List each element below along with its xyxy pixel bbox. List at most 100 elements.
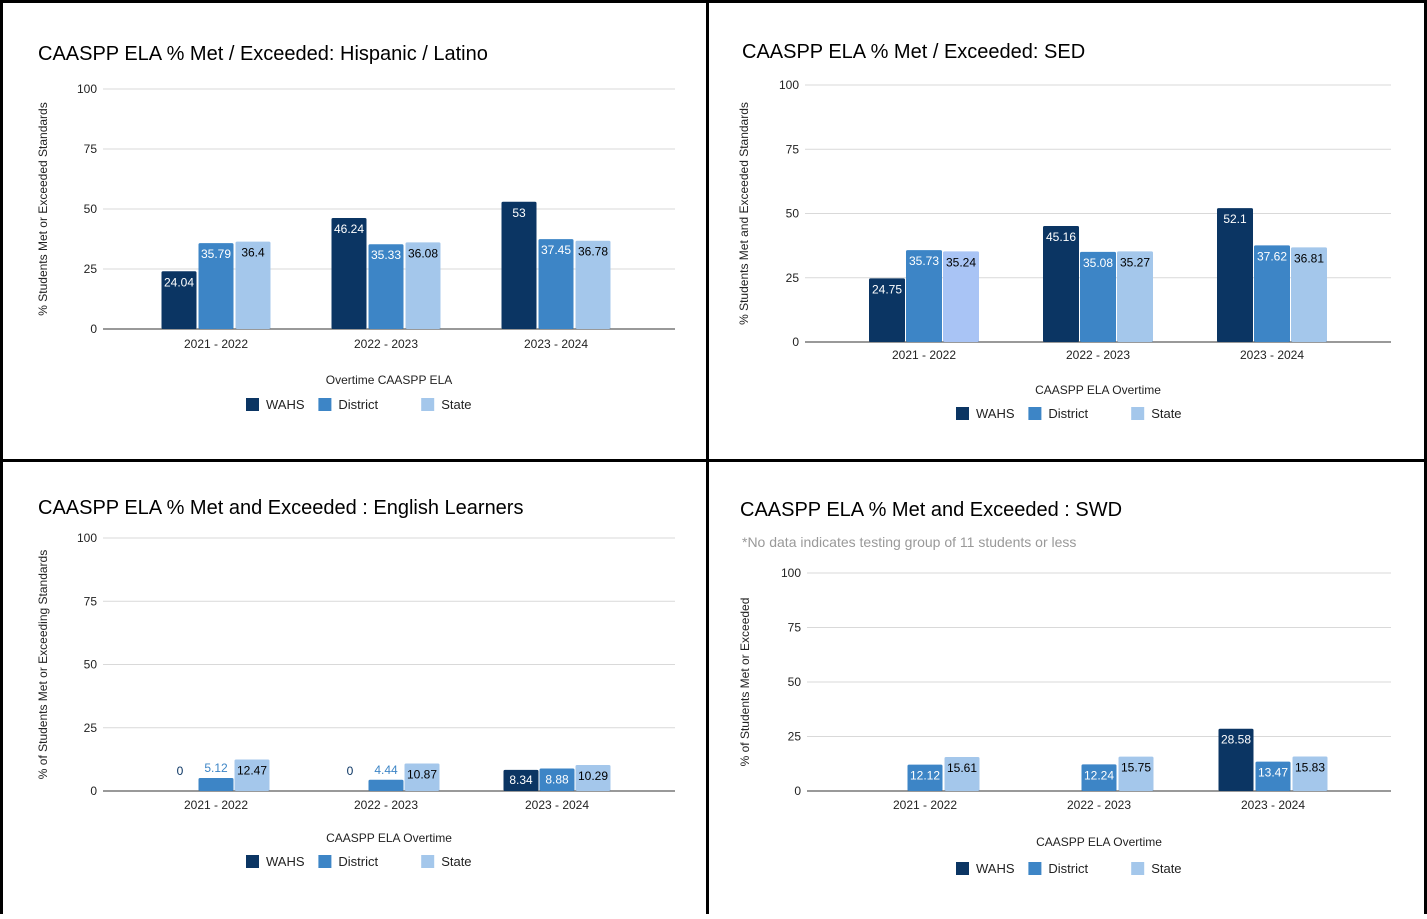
data-label: 36.81 [1294, 251, 1324, 265]
bar-district [198, 778, 234, 791]
legend-label-wahs: WAHS [266, 397, 305, 412]
y-tick-label: 0 [794, 784, 801, 798]
y-tick-label: 25 [84, 721, 98, 735]
border-horizontal-divider [0, 459, 1427, 462]
legend-label-district: District [1048, 861, 1088, 876]
y-tick-label: 25 [788, 730, 802, 744]
bar-state [1292, 756, 1328, 791]
bar-state [405, 242, 441, 329]
legend-label-wahs: WAHS [266, 854, 305, 869]
data-label: 8.88 [545, 773, 569, 787]
y-tick-label: 0 [90, 322, 97, 336]
legend-label-state: State [1151, 406, 1181, 421]
legend-label-district: District [1048, 406, 1088, 421]
legend-swatch-district [318, 398, 332, 411]
data-label: 37.62 [1257, 249, 1287, 263]
chart-svg-hispanic-latino: CAASPP ELA % Met / Exceeded: Hispanic / … [36, 43, 675, 412]
bar-district [906, 250, 942, 342]
bar-state [1118, 756, 1154, 791]
y-tick-label: 100 [781, 566, 801, 580]
legend-swatch-wahs [956, 407, 969, 420]
data-label: 8.34 [509, 773, 533, 787]
bar-district [368, 779, 404, 791]
bar-state [575, 240, 611, 329]
x-tick-label: 2021 - 2022 [893, 798, 957, 812]
legend-swatch-district [1028, 862, 1042, 875]
y-tick-label: 0 [792, 335, 799, 349]
chart-title: CAASPP ELA % Met and Exceeded : English … [38, 497, 523, 519]
y-tick-label: 50 [786, 207, 800, 221]
chart-title: CAASPP ELA % Met / Exceeded: Hispanic / … [38, 43, 488, 65]
bar-state [575, 764, 611, 791]
x-tick-label: 2023 - 2024 [1240, 348, 1304, 362]
bar-state [1117, 251, 1153, 342]
bar-wahs [1217, 208, 1253, 342]
y-tick-label: 25 [786, 271, 800, 285]
border-vertical-divider [706, 0, 709, 914]
x-axis-label: CAASPP ELA Overtime [1035, 383, 1161, 397]
chart-svg-sed: CAASPP ELA % Met / Exceeded: SED 0 25 50 75 1… [737, 41, 1391, 421]
data-label: 5.12 [204, 761, 228, 775]
legend-swatch-state [1131, 862, 1145, 875]
bar-state [1291, 247, 1327, 342]
data-label: 45.16 [1046, 230, 1076, 244]
y-tick-label: 50 [788, 675, 802, 689]
y-tick-label: 75 [786, 142, 800, 156]
legend-label-district: District [338, 397, 378, 412]
y-axis-label: % of Students Met or Exceeding Standards [36, 550, 50, 779]
border-right [1424, 0, 1427, 914]
data-label: 0 [347, 764, 354, 778]
border-top [0, 0, 1427, 3]
data-label: 12.47 [237, 763, 267, 777]
y-tick-label: 25 [84, 262, 98, 276]
bar-state [234, 759, 270, 791]
bar-wahs [503, 769, 539, 791]
border-left [0, 0, 3, 914]
data-label: 36.78 [578, 245, 608, 259]
y-tick-label: 100 [77, 531, 97, 545]
bar-wahs [1043, 225, 1079, 342]
bar-district [1081, 764, 1117, 791]
y-tick-label: 75 [84, 594, 98, 608]
y-tick-label: 0 [90, 784, 97, 798]
x-tick-label: 2021 - 2022 [184, 337, 248, 351]
y-axis-label: % of Students Met or Exceeded [738, 598, 752, 767]
bar-district [1080, 251, 1116, 342]
legend-swatch-state [421, 855, 435, 868]
x-tick-label: 2022 - 2023 [354, 337, 418, 351]
y-tick-label: 75 [84, 142, 98, 156]
data-label: 13.47 [1258, 766, 1288, 780]
y-tick-label: 100 [779, 78, 799, 92]
data-label: 24.75 [872, 282, 902, 296]
bar-district [907, 764, 943, 791]
bar-wahs [501, 201, 537, 329]
bar-state [235, 241, 271, 329]
legend-swatch-district [318, 855, 332, 868]
bar-district [538, 239, 574, 329]
y-tick-label: 100 [77, 82, 97, 96]
data-label: 37.45 [541, 243, 571, 257]
legend-label-state: State [1151, 861, 1181, 876]
x-tick-label: 2021 - 2022 [184, 798, 248, 812]
x-tick-label: 2022 - 2023 [1066, 348, 1130, 362]
legend-label-wahs: WAHS [976, 406, 1015, 421]
data-label: 35.73 [909, 254, 939, 268]
data-label: 12.12 [910, 769, 940, 783]
x-tick-label: 2023 - 2024 [525, 798, 589, 812]
bar-state [943, 251, 979, 342]
legend-swatch-wahs [246, 855, 259, 868]
x-axis-label: CAASPP ELA Overtime [326, 831, 452, 845]
legend-swatch-state [1131, 407, 1145, 420]
x-tick-label: 2022 - 2023 [354, 798, 418, 812]
data-label: 53 [512, 206, 526, 220]
y-tick-label: 50 [84, 658, 98, 672]
x-axis-label: Overtime CAASPP ELA [326, 373, 453, 387]
chart-panel-sed: CAASPP ELA % Met / Exceeded: SED 0 25 50 75 1… [709, 3, 1424, 459]
data-label: 4.44 [374, 763, 398, 777]
data-label: 46.24 [334, 222, 364, 236]
data-label: 15.75 [1121, 761, 1151, 775]
data-label: 12.24 [1084, 768, 1114, 782]
chart-title: CAASPP ELA % Met / Exceeded: SED [742, 41, 1085, 63]
legend-label-state: State [441, 854, 471, 869]
